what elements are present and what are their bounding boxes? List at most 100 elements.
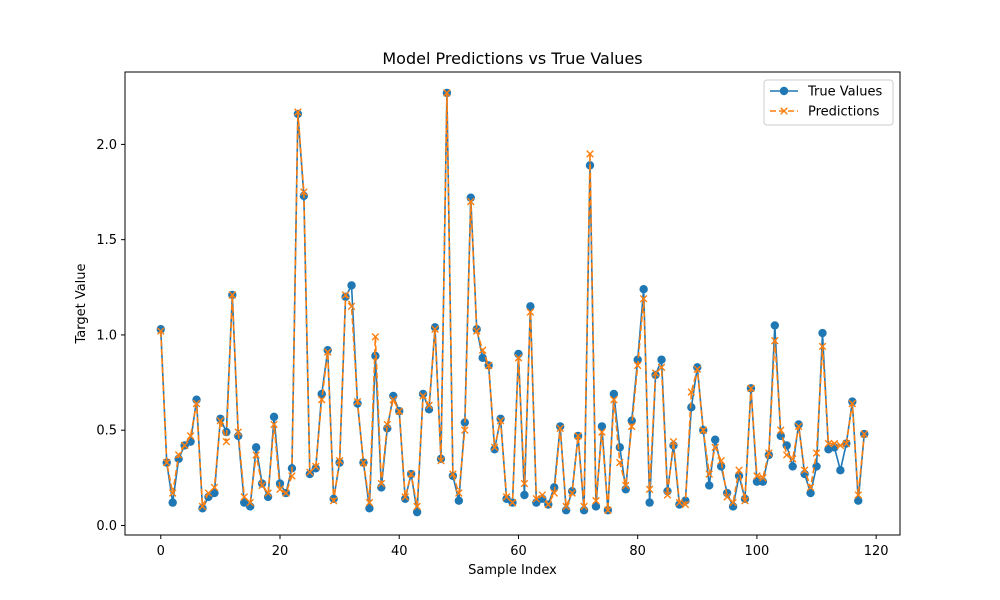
data-point [216, 414, 225, 423]
data-point [710, 435, 720, 444]
data-point [520, 479, 529, 488]
data-point [598, 428, 606, 436]
data-point [555, 422, 565, 431]
chart-title: Model Predictions vs True Values [382, 49, 642, 68]
legend-label: True Values [807, 85, 882, 100]
data-point [455, 489, 463, 497]
data-point [234, 428, 243, 436]
y-tick-label: 1.0 [96, 328, 117, 343]
data-point [544, 500, 553, 509]
data-point [627, 422, 636, 431]
data-point [156, 325, 165, 334]
data-point [782, 451, 791, 459]
data-point [490, 445, 499, 454]
data-point [454, 496, 464, 505]
x-tick-label: 100 [745, 544, 770, 559]
data-point [633, 355, 642, 364]
data-point [693, 365, 702, 374]
data-point [610, 395, 618, 404]
data-point [472, 325, 481, 334]
data-point [663, 491, 672, 499]
data-point [717, 456, 725, 465]
data-point [425, 401, 433, 410]
data-point [502, 493, 511, 501]
data-point [794, 422, 803, 431]
data-point [759, 474, 767, 482]
data-point [627, 416, 636, 425]
data-point [466, 197, 475, 206]
data-point [741, 496, 749, 505]
data-point [270, 420, 278, 429]
legend-marker [780, 107, 788, 115]
data-point [502, 494, 511, 503]
data-point [335, 456, 344, 465]
data-point [645, 485, 654, 494]
data-point [371, 333, 380, 341]
data-point [538, 491, 547, 499]
data-point [836, 441, 845, 450]
data-point [526, 302, 535, 311]
data-point [162, 458, 171, 467]
data-point [639, 285, 648, 294]
data-point [597, 422, 607, 431]
data-point [341, 291, 350, 299]
legend-label: Predictions [808, 105, 880, 120]
data-point [770, 321, 780, 330]
data-point [556, 424, 564, 433]
legend-marker [779, 86, 789, 96]
data-point [836, 466, 845, 475]
data-point [282, 489, 290, 497]
data-point [251, 443, 261, 452]
plot-frame [124, 71, 901, 536]
data-point [323, 348, 332, 356]
data-point [478, 346, 487, 354]
data-point [412, 507, 422, 517]
data-point [240, 493, 249, 501]
x-tick-label: 120 [864, 544, 889, 559]
data-point [687, 388, 696, 396]
data-point [830, 439, 839, 448]
data-point [532, 495, 541, 503]
data-point [198, 504, 207, 513]
data-point [353, 397, 362, 406]
data-point [478, 353, 487, 363]
data-point [526, 308, 535, 316]
data-point [389, 395, 398, 404]
data-point [228, 291, 237, 299]
data-point [449, 470, 457, 478]
data-point [735, 466, 743, 475]
data-point [562, 502, 570, 511]
data-point [615, 443, 625, 452]
data-point [246, 498, 254, 507]
data-point [580, 502, 588, 511]
data-point [550, 489, 559, 497]
data-point [765, 449, 773, 457]
data-point [168, 489, 177, 497]
series-1 [156, 89, 869, 515]
data-point [490, 443, 499, 452]
data-point [288, 472, 296, 480]
data-point [430, 323, 440, 332]
y-tick-label: 0.5 [96, 424, 117, 439]
data-point [484, 361, 493, 370]
data-point [496, 414, 505, 423]
data-point [461, 426, 469, 435]
data-point [407, 470, 415, 478]
data-point [377, 479, 386, 488]
data-point [276, 485, 284, 494]
data-point [180, 441, 189, 450]
data-point [675, 500, 684, 509]
data-point [252, 451, 260, 459]
data-point [496, 416, 505, 425]
data-point [323, 345, 332, 355]
data-point [651, 369, 660, 377]
data-point [771, 336, 779, 345]
data-point [699, 426, 708, 435]
data-point [443, 89, 451, 97]
data-point [812, 449, 821, 457]
data-point [860, 430, 869, 438]
y-tick-label: 1.5 [96, 233, 117, 248]
data-point [788, 454, 797, 463]
data-point [174, 451, 183, 459]
data-point [568, 489, 576, 497]
